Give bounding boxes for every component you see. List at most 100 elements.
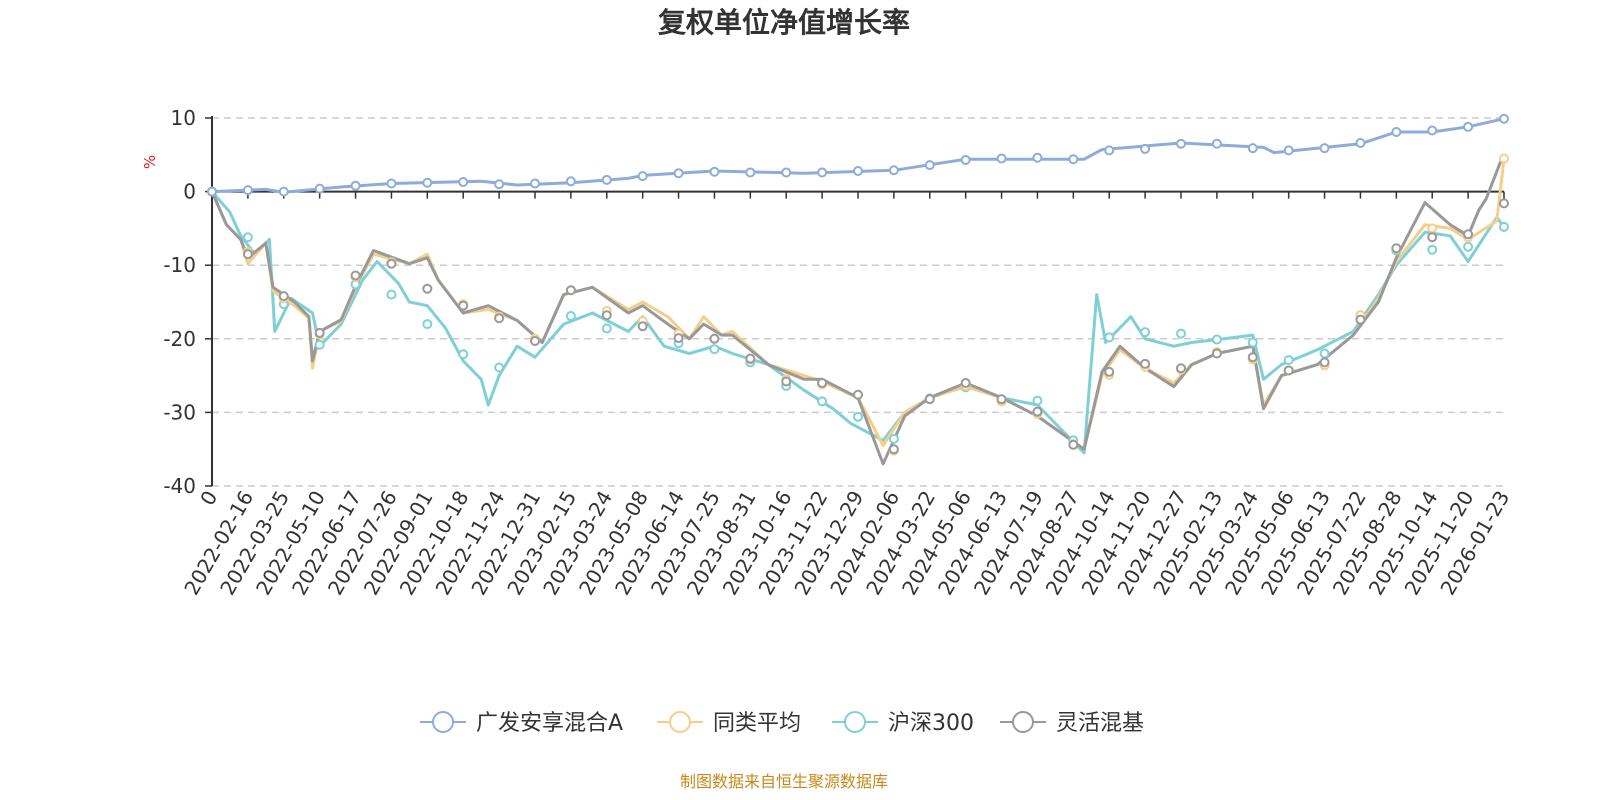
data-point xyxy=(817,377,828,388)
data-point xyxy=(637,321,648,332)
legend-label: 广发安享混合A xyxy=(476,711,623,736)
data-point xyxy=(960,154,971,165)
data-point xyxy=(781,167,792,178)
legend-item[interactable]: 广发安享混合A xyxy=(420,711,623,736)
data-point xyxy=(817,167,828,178)
y-tick-label: 0 xyxy=(183,180,196,204)
source-note: 制图数据来自恒生聚源数据库 xyxy=(680,772,888,791)
data-point xyxy=(1463,121,1474,132)
data-point xyxy=(924,394,935,405)
data-point xyxy=(996,153,1007,164)
data-point xyxy=(422,177,433,188)
legend-item[interactable]: 灵活混基 xyxy=(1000,711,1144,736)
data-point xyxy=(242,232,253,243)
data-point xyxy=(709,333,720,344)
data-point xyxy=(745,167,756,178)
legend-label: 同类平均 xyxy=(713,711,801,736)
legend[interactable]: 广发安享混合A 同类平均 沪深300 灵活混基 xyxy=(420,711,1144,736)
data-point xyxy=(1283,365,1294,376)
data-point xyxy=(853,389,863,400)
data-point xyxy=(1283,145,1294,156)
legend-item[interactable]: 同类平均 xyxy=(657,711,801,736)
y-tick-label: -30 xyxy=(163,400,196,424)
data-point xyxy=(996,394,1007,405)
data-point xyxy=(1140,358,1151,369)
series-line-3 xyxy=(210,160,1502,466)
data-point xyxy=(1247,143,1258,154)
data-point xyxy=(1427,244,1438,255)
data-point xyxy=(888,433,899,444)
data-point xyxy=(458,300,469,311)
data-point xyxy=(601,310,612,321)
data-point xyxy=(1499,198,1509,209)
data-point xyxy=(1427,232,1438,243)
data-point xyxy=(242,185,253,196)
data-point xyxy=(1391,243,1402,254)
data-point xyxy=(278,186,289,197)
data-point xyxy=(1391,126,1402,137)
data-point xyxy=(1355,314,1366,325)
data-point xyxy=(530,336,540,347)
data-point xyxy=(924,160,935,171)
data-point xyxy=(1140,327,1151,338)
data-point xyxy=(314,339,325,350)
data-point xyxy=(1427,223,1438,234)
data-point xyxy=(494,313,505,324)
data-point xyxy=(1068,439,1079,450)
data-point xyxy=(637,171,648,182)
data-point xyxy=(1176,328,1186,339)
data-point xyxy=(422,319,433,330)
data-point xyxy=(565,310,576,321)
legend-label: 沪深300 xyxy=(888,711,974,736)
data-point xyxy=(817,396,828,407)
data-point xyxy=(1211,138,1222,149)
data-point xyxy=(350,270,361,281)
data-point xyxy=(1176,138,1186,149)
data-point xyxy=(422,283,433,294)
data-point xyxy=(601,174,612,185)
legend-marker-icon xyxy=(669,711,691,733)
data-point xyxy=(781,376,792,387)
series-markers xyxy=(207,113,1509,456)
y-axis-ticks: 10 0 -10 -20 -30 -40 xyxy=(163,106,212,498)
legend-marker-icon xyxy=(432,711,454,733)
data-point xyxy=(1463,241,1474,252)
data-point xyxy=(853,165,863,176)
series-line-0 xyxy=(210,117,1506,194)
legend-item[interactable]: 沪深300 xyxy=(832,711,974,736)
data-point xyxy=(1247,337,1258,348)
data-point xyxy=(1140,143,1151,154)
data-point xyxy=(1499,113,1509,124)
data-point xyxy=(1211,334,1222,345)
data-point xyxy=(1319,143,1330,154)
data-point xyxy=(278,291,289,302)
data-point xyxy=(1104,332,1115,343)
y-tick-label: -10 xyxy=(163,253,196,277)
data-point xyxy=(853,411,863,422)
data-point xyxy=(1355,138,1366,149)
data-point xyxy=(350,180,361,191)
data-point xyxy=(1176,363,1186,374)
legend-marker-icon xyxy=(1012,711,1034,733)
chart-title: 复权单位净值增长率 xyxy=(658,6,910,39)
legend-label: 灵活混基 xyxy=(1056,711,1144,736)
data-point xyxy=(888,165,899,176)
data-point xyxy=(888,444,899,455)
data-point xyxy=(745,353,756,364)
data-point xyxy=(494,179,505,190)
data-point xyxy=(242,249,253,260)
data-point xyxy=(1499,153,1509,164)
data-point xyxy=(1104,366,1115,377)
data-point xyxy=(1247,352,1258,363)
data-point xyxy=(494,362,505,373)
data-point xyxy=(601,323,612,334)
data-point xyxy=(458,177,469,188)
data-point xyxy=(1463,229,1474,240)
data-point xyxy=(565,285,576,296)
data-point xyxy=(1283,355,1294,366)
data-point xyxy=(386,178,397,189)
data-point xyxy=(565,176,576,187)
data-point xyxy=(709,344,720,355)
data-point xyxy=(960,377,971,388)
